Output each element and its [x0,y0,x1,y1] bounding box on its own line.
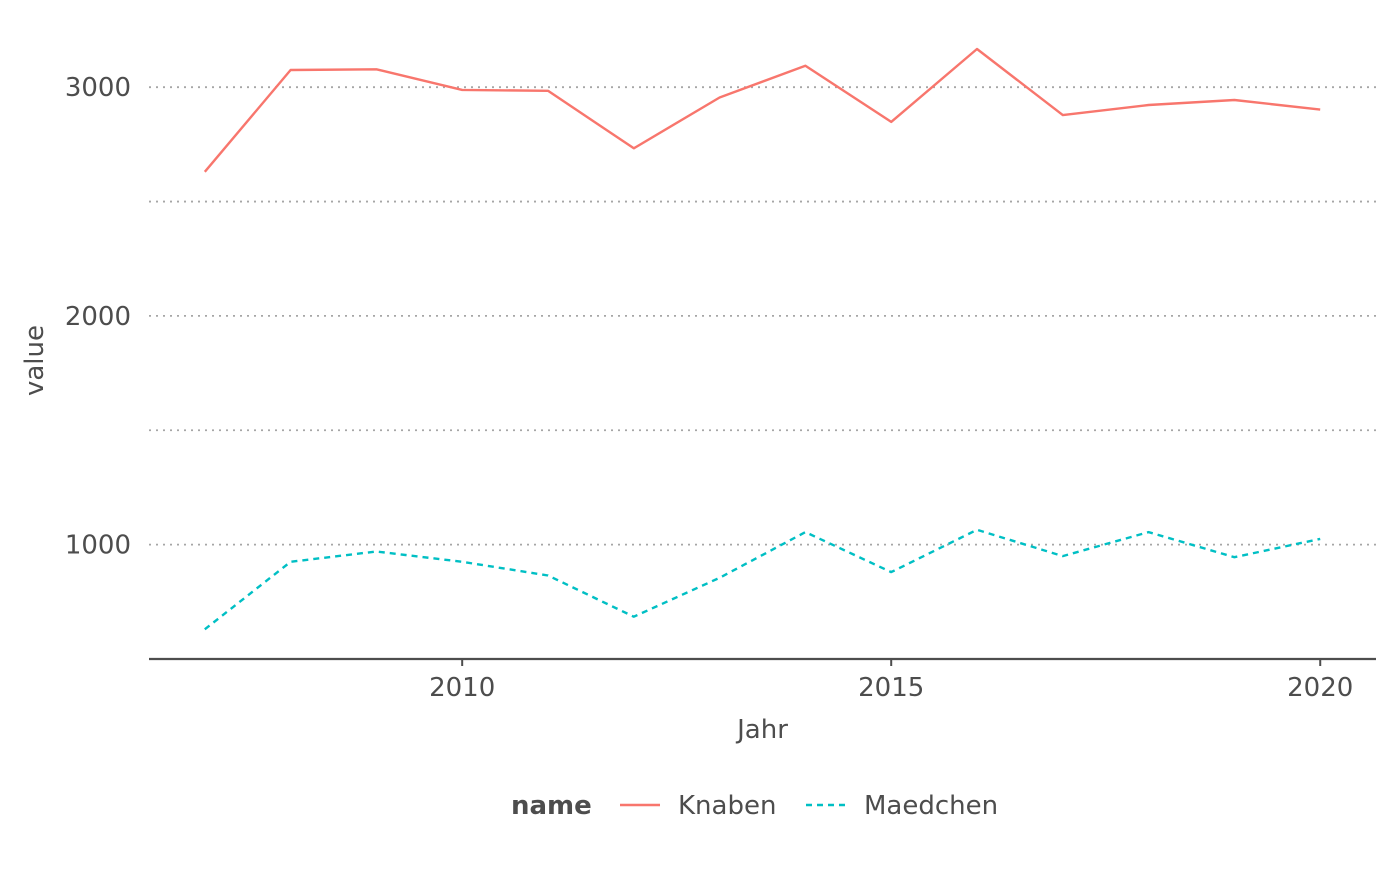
y-axis-ticks: 1000 2000 3000 [65,73,131,560]
y-tick-label: 2000 [65,302,131,332]
y-axis-title: value [20,325,50,396]
series-line-knaben [203,47,1321,173]
x-tick-label: 2015 [858,673,924,703]
x-axis-title: Jahr [735,715,788,745]
legend-items: Knaben Maedchen [620,791,998,821]
gridlines [149,86,1376,546]
legend-label-knaben: Knaben [678,791,776,821]
x-tick-label: 2010 [429,673,495,703]
x-axis-ticks: 2010 2015 2020 [429,659,1353,703]
y-tick-label: 3000 [65,73,131,103]
y-tick-label: 1000 [65,531,131,561]
legend: name Knaben Maedchen [511,791,998,821]
legend-label-maedchen: Maedchen [864,791,998,821]
x-tick-label: 2020 [1287,673,1353,703]
series-line-maedchen [204,528,1321,631]
series-lines [203,47,1321,631]
legend-title: name [511,791,592,821]
